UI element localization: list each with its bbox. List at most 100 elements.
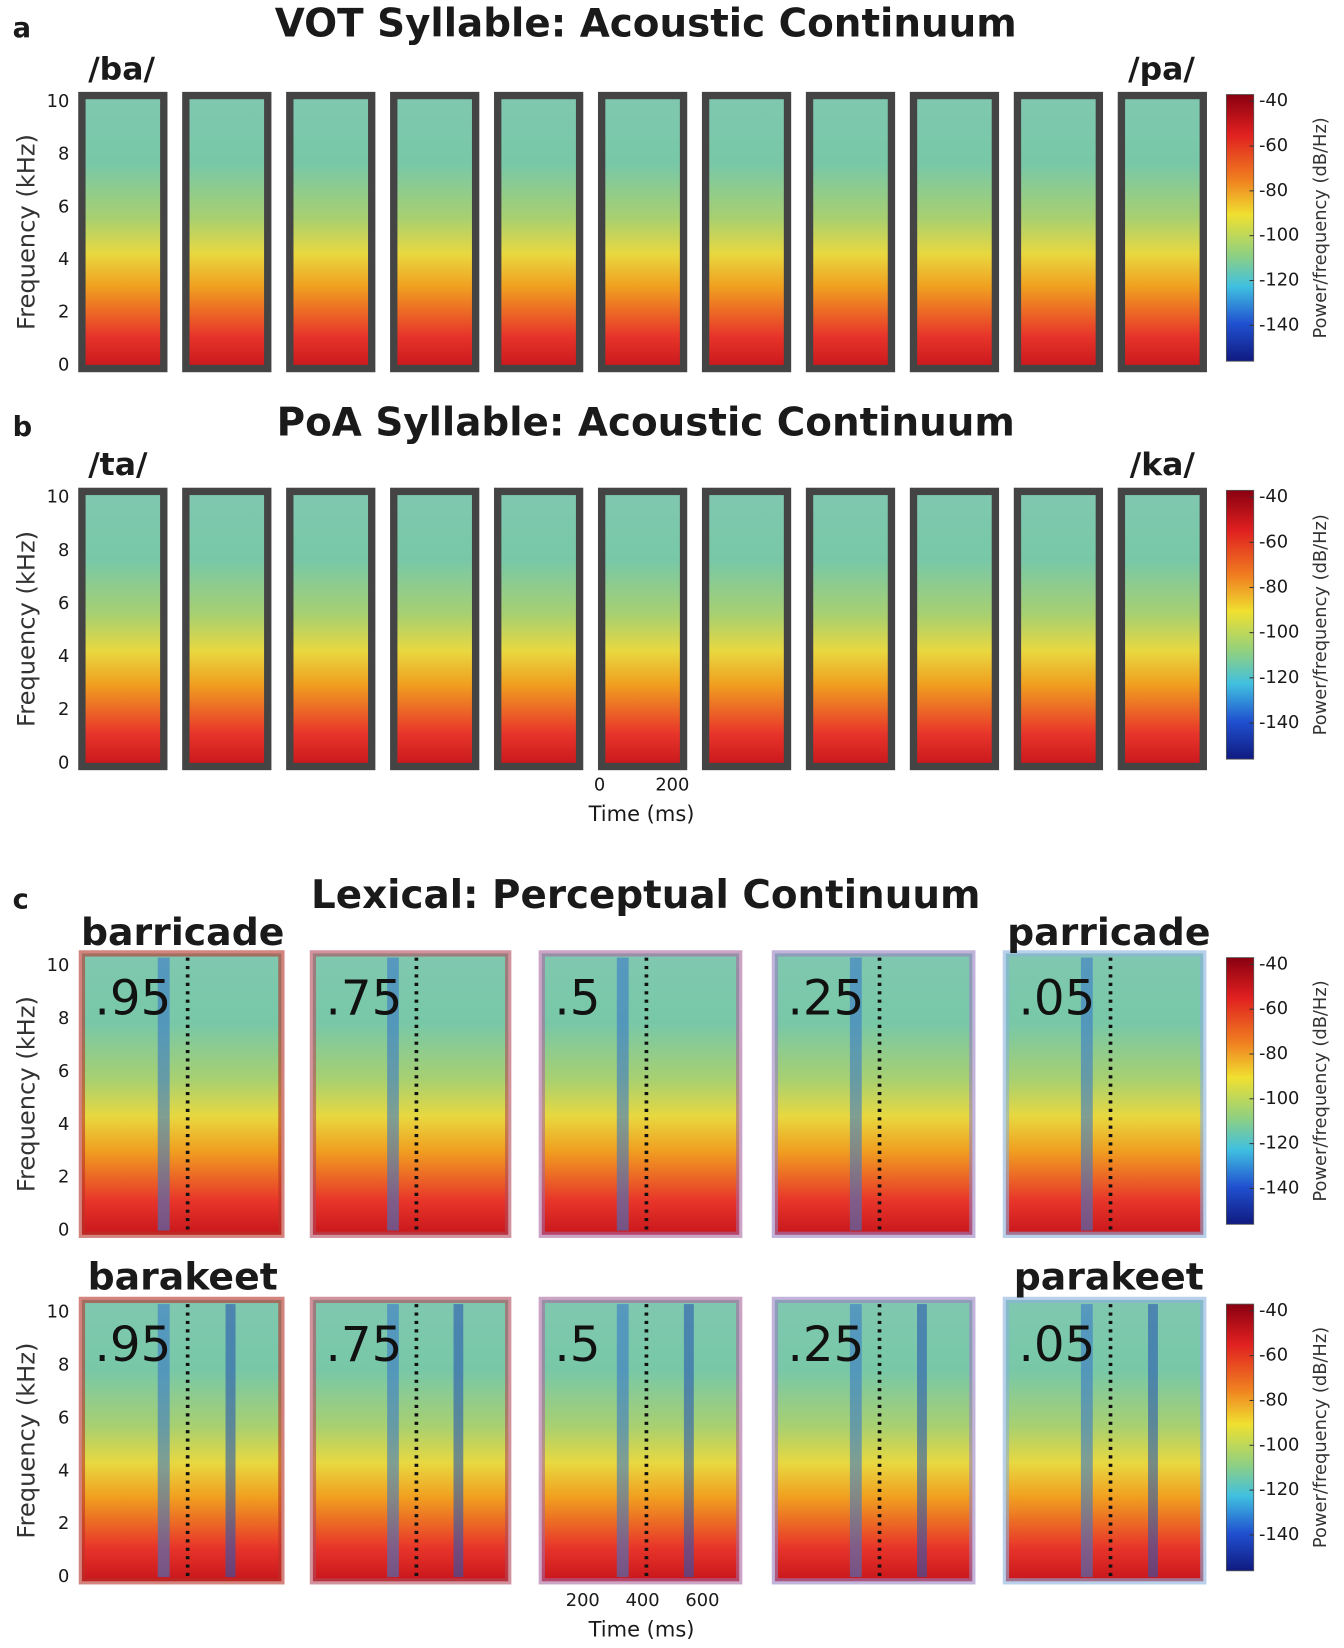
- x-tick-label: 400: [626, 1590, 660, 1611]
- word-label: parakeet: [1014, 1254, 1204, 1298]
- colorbar-label: Power/frequency (dB/Hz): [1310, 980, 1331, 1201]
- y-tick-label: 6: [58, 196, 69, 217]
- spectrogram: [390, 91, 480, 373]
- y-tick-label: 8: [58, 144, 69, 165]
- y-tick-label: 4: [58, 1114, 69, 1135]
- spectrogram: [909, 487, 1000, 771]
- y-tick-label: 0: [58, 1566, 69, 1587]
- y-tick-label: 10: [47, 91, 70, 112]
- spectrogram: [805, 487, 896, 771]
- spectral-gap: [157, 1304, 170, 1578]
- colorbar: [1225, 94, 1255, 362]
- colorbar-tick-label: -140: [1259, 314, 1299, 335]
- y-tick-label: 2: [58, 1513, 69, 1534]
- y-tick-label: 4: [58, 249, 69, 270]
- spectrogram: [701, 91, 792, 373]
- y-tick-label: 8: [58, 1008, 69, 1029]
- colorbar-tick-label: -120: [1259, 270, 1299, 291]
- colorbar-tick-label: -60: [1259, 1345, 1288, 1366]
- colorbar-tick-label: -140: [1259, 1524, 1299, 1545]
- spectral-gap: [387, 957, 399, 1231]
- spectral-gap: [387, 1304, 399, 1578]
- spectrogram: [771, 1296, 976, 1585]
- probability-label: .25: [787, 1317, 864, 1373]
- x-tick-label: 600: [685, 1590, 719, 1611]
- colorbar-tick-label: -120: [1259, 667, 1299, 688]
- spectrogram: [78, 91, 168, 373]
- colorbar-tick-label: -60: [1259, 531, 1288, 552]
- endpoint-label: /ka/: [1130, 447, 1196, 483]
- colorbar: [1225, 1303, 1255, 1572]
- y-tick-label: 10: [47, 487, 70, 508]
- spectrogram: [538, 950, 743, 1238]
- spectrogram: [805, 91, 896, 373]
- y-tick-label: 6: [58, 593, 69, 614]
- y-axis-label: Frequency (kHz): [12, 1343, 40, 1539]
- spectral-gap: [453, 1304, 464, 1578]
- y-axis-label: Frequency (kHz): [12, 531, 40, 727]
- colorbar-tick-label: -120: [1259, 1133, 1299, 1154]
- x-tick-label: 0: [594, 774, 605, 795]
- y-tick-label: 4: [58, 1460, 69, 1481]
- spectrogram: [909, 91, 1000, 373]
- probability-label: .25: [787, 971, 864, 1027]
- x-axis-label: Time (ms): [588, 1618, 695, 1642]
- probability-label: .5: [554, 971, 600, 1027]
- spectrogram: [182, 487, 272, 771]
- spectral-gap: [917, 1304, 927, 1578]
- colorbar-tick-label: -100: [1259, 1088, 1299, 1109]
- spectrogram: [1117, 91, 1207, 373]
- spectral-gap: [616, 1304, 629, 1578]
- spectrogram: [390, 487, 480, 771]
- colorbar-tick-label: -80: [1259, 180, 1288, 201]
- spectrogram: [309, 950, 512, 1238]
- x-axis-label: Time (ms): [588, 802, 695, 826]
- x-tick-label: 200: [655, 774, 689, 795]
- spectral-gap: [683, 1304, 694, 1578]
- y-tick-label: 2: [58, 302, 69, 323]
- spectrogram: [701, 487, 792, 771]
- spectrogram: [597, 91, 688, 373]
- colorbar-tick-label: -60: [1259, 135, 1288, 156]
- spectral-gap: [1080, 957, 1093, 1231]
- colorbar-tick-label: -80: [1259, 1389, 1288, 1410]
- y-tick-label: 8: [58, 1354, 69, 1375]
- y-tick-label: 4: [58, 646, 69, 667]
- colorbar-tick-label: -40: [1259, 90, 1288, 111]
- colorbar-tick-label: -60: [1259, 998, 1288, 1019]
- colorbar-tick-label: -100: [1259, 1434, 1299, 1455]
- probability-label: .75: [326, 971, 403, 1027]
- spectrogram: [1002, 1296, 1207, 1585]
- figure-body: a VOT Syllable: Acoustic Continuum/ba/ /pa…: [12, 2, 1331, 1642]
- word-label: parricade: [1007, 910, 1210, 954]
- spectral-gap: [849, 1304, 862, 1578]
- colorbar-tick-label: -140: [1259, 712, 1299, 733]
- colorbar-label: Power/frequency (dB/Hz): [1310, 514, 1331, 735]
- panel-title: PoA Syllable: Acoustic Continuum: [277, 401, 1015, 446]
- panel-letter: c: [13, 884, 29, 915]
- probability-label: .95: [94, 1317, 171, 1373]
- probability-label: .05: [1018, 971, 1095, 1027]
- panel-letter: b: [13, 412, 33, 443]
- probability-label: .5: [554, 1317, 600, 1373]
- colorbar-tick-label: -100: [1259, 225, 1299, 246]
- spectrogram: [78, 487, 168, 771]
- colorbar-label: Power/frequency (dB/Hz): [1310, 117, 1331, 338]
- endpoint-label: /ta/: [88, 447, 148, 483]
- panel-letter: a: [13, 13, 31, 44]
- y-tick-label: 0: [58, 752, 69, 773]
- spectrogram: [78, 1296, 285, 1585]
- endpoint-label: /ba/: [88, 51, 155, 87]
- y-axis-label: Frequency (kHz): [12, 134, 40, 330]
- spectrogram: [1013, 487, 1104, 771]
- spectral-gap: [157, 957, 170, 1231]
- x-tick-label: 200: [566, 1590, 600, 1611]
- spectrogram: [1013, 91, 1104, 373]
- panel-title: VOT Syllable: Acoustic Continuum: [275, 2, 1017, 47]
- colorbar: [1225, 489, 1255, 760]
- spectrogram: [182, 91, 272, 373]
- spectral-gap: [616, 957, 629, 1231]
- word-label: barakeet: [88, 1254, 278, 1298]
- endpoint-label: /pa/: [1128, 51, 1195, 87]
